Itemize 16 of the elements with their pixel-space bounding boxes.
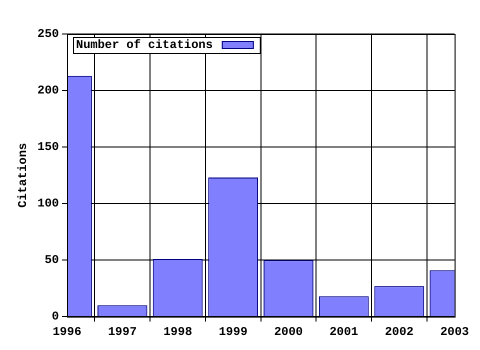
y-tick-label: 50 (44, 253, 60, 268)
x-tick-label: 1998 (163, 324, 192, 339)
legend-label: Number of citations (76, 38, 213, 52)
x-tick-label: 2002 (384, 324, 414, 339)
y-tick-label: 250 (37, 27, 60, 42)
y-tick-label: 200 (37, 84, 60, 98)
x-tick-label: 1996 (52, 324, 82, 339)
x-tick-label: 1999 (218, 324, 248, 339)
x-tick-label: 2003 (440, 324, 470, 339)
y-tick-label: 150 (37, 140, 60, 154)
x-tick-label: 1997 (108, 324, 137, 339)
y-axis-title: Citations (16, 142, 30, 208)
x-tick-label: 2001 (329, 324, 358, 339)
y-tick-label: 100 (37, 196, 60, 211)
x-tick-label: 2000 (274, 324, 303, 339)
y-tick-label: 0 (52, 310, 60, 324)
